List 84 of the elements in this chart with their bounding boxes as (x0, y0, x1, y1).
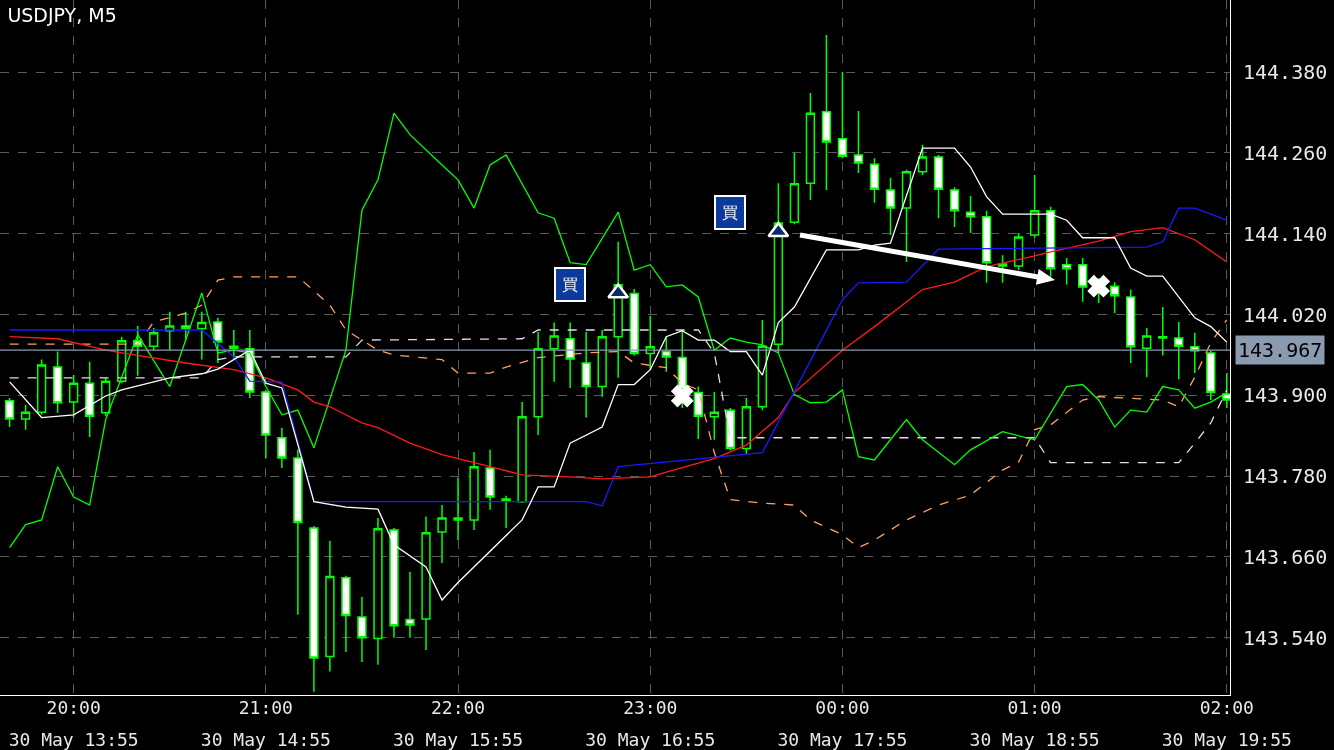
x-tick-label: 30 May 15:55 (393, 728, 524, 750)
candlestick (325, 540, 335, 673)
x2-tick-label: 23:00 (623, 697, 678, 718)
candlestick (1013, 232, 1024, 271)
x2-tick-label: 01:00 (1007, 697, 1062, 718)
candlestick (757, 319, 768, 411)
candlestick (1142, 327, 1152, 378)
candlestick (565, 321, 575, 389)
candlestick (52, 350, 63, 414)
x-tick-label: 30 May 19:55 (1161, 728, 1292, 750)
y-tick-label: 143.540 (1243, 625, 1328, 650)
x2-tick-label: 21:00 (238, 697, 293, 718)
candlestick (597, 329, 607, 398)
x2-tick-label: 02:00 (1199, 697, 1254, 718)
chart-title: USDJPY, M5 (7, 4, 117, 27)
x-tick-label: 30 May 14:55 (200, 728, 331, 750)
candlestick (101, 377, 111, 417)
candlestick (581, 331, 591, 419)
candlestick (645, 315, 655, 371)
candlestick (725, 407, 735, 452)
candlestick (437, 504, 447, 564)
x-tick-label: 30 May 13:55 (8, 728, 139, 750)
candlestick (661, 335, 671, 373)
candlestick (485, 449, 495, 511)
candlestick (309, 525, 319, 693)
candlestick (517, 401, 527, 504)
y-tick-label: 143.900 (1243, 383, 1328, 408)
x2-tick-label: 00:00 (815, 697, 870, 718)
x2-tick-label: 20:00 (46, 697, 101, 718)
candlestick (949, 186, 960, 228)
candlestick (1029, 174, 1040, 239)
candlestick (1206, 349, 1216, 401)
candlestick (821, 34, 832, 191)
candlestick (853, 110, 864, 174)
candlestick (837, 71, 848, 160)
candlestick (20, 403, 31, 431)
candlestick (1061, 257, 1072, 286)
candlestick (885, 177, 896, 236)
candlestick (709, 391, 719, 441)
candlestick (469, 451, 479, 531)
candlestick (149, 327, 159, 351)
candlestick (789, 152, 800, 226)
candlestick (981, 210, 992, 284)
candlestick (181, 311, 191, 341)
y-tick-label: 143.780 (1243, 464, 1328, 489)
candlestick (965, 195, 976, 234)
candlestick (805, 92, 816, 201)
candlestick (4, 397, 15, 428)
candlestick (1126, 288, 1136, 364)
candlestick (277, 426, 287, 469)
candlestick (36, 358, 47, 416)
y-tick-label: 143.660 (1243, 544, 1328, 569)
x-tick-label: 30 May 16:55 (585, 728, 716, 750)
candlestick (933, 154, 944, 219)
annotation: 買 (722, 203, 738, 222)
x-tick-label: 30 May 18:55 (969, 728, 1100, 750)
candlestick (229, 329, 239, 361)
candlestick (549, 321, 559, 383)
candlestick (69, 374, 79, 419)
candlestick (453, 476, 463, 541)
candlestick (533, 331, 543, 436)
candlestick (405, 571, 415, 639)
candlestick (741, 397, 751, 456)
candlestick (373, 517, 383, 666)
annotation: 買 (562, 275, 578, 294)
candlestick (1190, 331, 1200, 374)
candlestick (261, 389, 271, 459)
candlestick (85, 360, 95, 438)
candlestick (357, 595, 367, 663)
y-tick-label: 144.260 (1243, 140, 1328, 165)
y-tick-label: 144.380 (1243, 60, 1328, 85)
candlestick (213, 317, 223, 364)
y-tick-label: 144.020 (1243, 302, 1328, 327)
candlestick (1158, 306, 1168, 357)
candlestick (869, 157, 880, 204)
y-tick-label: 144.140 (1243, 221, 1328, 246)
candlestick (501, 494, 511, 529)
candlestick (421, 515, 431, 651)
candlestick (1174, 321, 1184, 380)
ref-line-label: 143.967 (1238, 338, 1323, 362)
candlestick (197, 311, 207, 361)
x2-tick-label: 22:00 (430, 697, 486, 718)
x-tick-label: 30 May 17:55 (777, 728, 908, 750)
candlestick (341, 575, 351, 653)
